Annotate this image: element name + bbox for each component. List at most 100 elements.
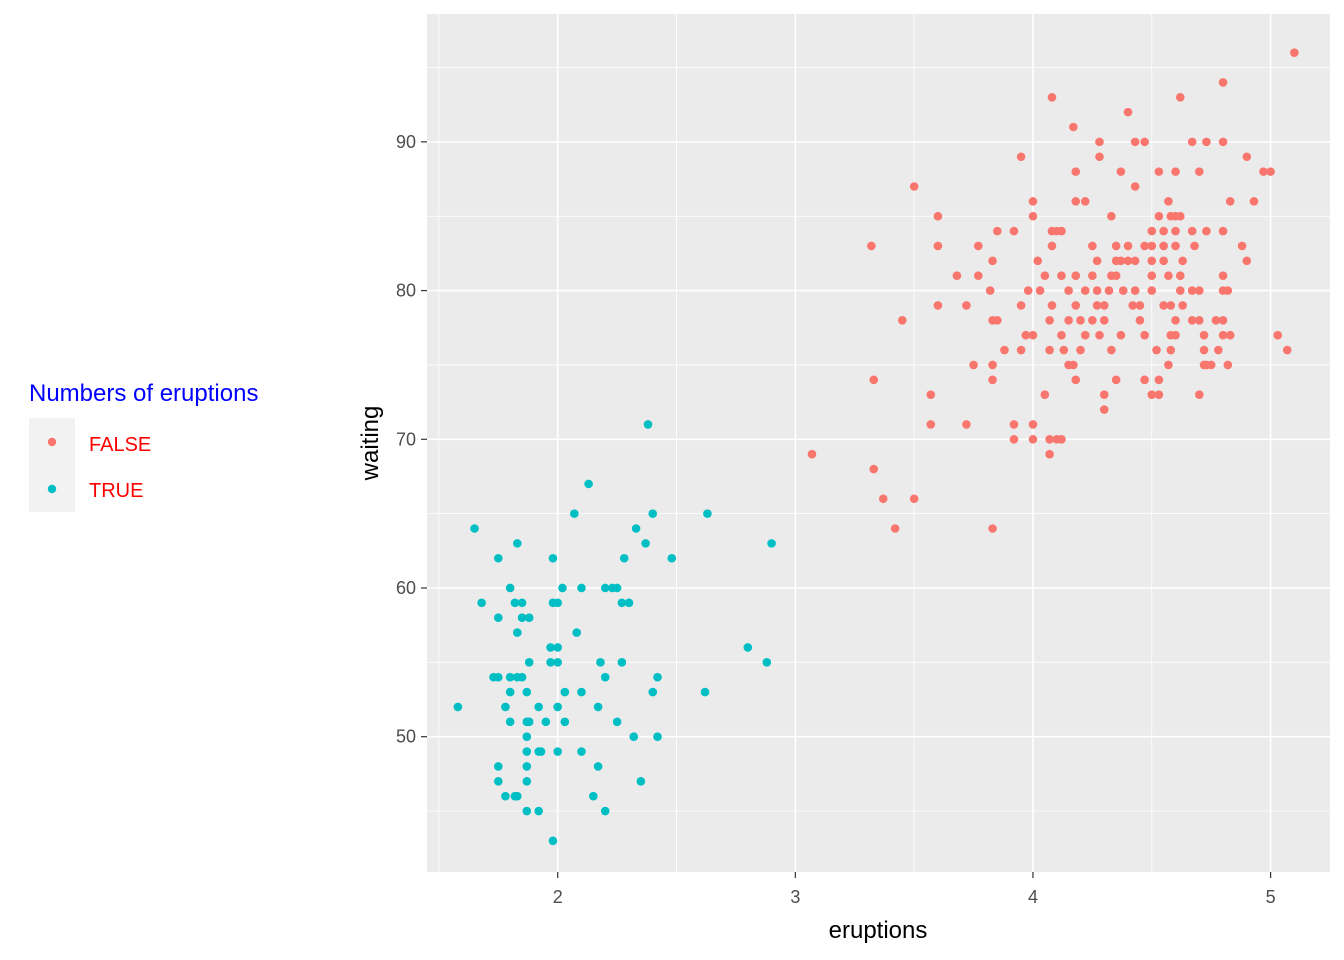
data-point-false [1266,167,1275,176]
data-point-false [1099,301,1109,310]
data-point-false [1035,286,1045,295]
data-point-false [1123,256,1133,266]
data-point-true [641,539,650,548]
data-point-false [1202,226,1211,236]
data-point-false [1088,241,1097,251]
x-axis-title: eruptions [829,917,928,944]
data-point-false [1175,211,1185,221]
data-point-false [974,271,983,281]
data-point-false [1071,197,1081,206]
data-point-true [624,598,634,608]
data-point-true [584,479,593,489]
data-point-true [477,598,486,608]
data-point-true [553,702,562,712]
data-point-true [577,583,586,593]
data-point-false [890,524,900,533]
data-point-true [612,583,622,593]
data-point-false [1195,390,1204,399]
data-point-false [988,256,997,266]
data-point-false [1218,271,1228,281]
data-point-false [1164,360,1173,370]
data-point-false [1095,330,1104,340]
data-point-false [1242,152,1252,162]
data-point-false [1092,286,1102,295]
data-point-false [1080,197,1090,206]
data-point-true [558,583,567,593]
data-point-false [1166,301,1176,310]
data-point-true [653,732,662,741]
data-point-false [1211,316,1221,325]
data-point-true [513,628,522,637]
data-point-false [867,241,876,251]
data-point-false [909,494,919,504]
data-point-true [534,702,543,712]
data-point-false [1123,241,1133,251]
data-point-false [1214,345,1223,355]
data-point-false [1130,286,1140,295]
data-point-true [522,732,532,741]
data-point-true [600,583,610,593]
data-point-false [1140,137,1149,147]
y-tick-label: 80 [396,281,416,301]
data-point-false [1071,301,1081,310]
x-tick-label: 3 [790,887,800,907]
legend-key-false [47,437,57,447]
data-point-true [577,687,586,697]
data-point-false [1057,434,1066,444]
data-point-false [1171,330,1180,340]
data-point-false [974,241,983,251]
data-point-false [993,316,1002,325]
data-point-false [1171,226,1180,236]
data-point-true [513,539,522,548]
data-point-false [1111,241,1121,251]
data-point-true [572,628,582,637]
data-point-true [553,747,562,756]
data-point-true [493,762,503,771]
data-point-false [1047,241,1057,251]
x-tick-label: 5 [1266,887,1276,907]
data-point-false [1171,316,1180,325]
data-point-false [1187,226,1197,236]
data-point-false [1195,316,1204,325]
data-point-false [1147,241,1157,251]
data-point-false [962,420,971,429]
data-point-false [1147,256,1157,266]
data-point-false [1040,390,1050,399]
data-point-false [1069,360,1078,370]
plot-panel [427,14,1330,872]
data-point-false [926,420,936,429]
legend-label-false: FALSE [89,434,151,456]
data-point-false [1107,211,1116,221]
data-point-false [1206,360,1216,370]
data-point-false [1059,345,1069,355]
data-point-true [653,672,662,682]
data-point-false [988,360,997,370]
data-point-true [493,776,503,786]
y-tick-label: 90 [396,132,416,152]
data-point-false [1057,330,1066,340]
data-point-false [909,182,919,191]
data-point-false [1045,316,1054,325]
data-point-true [560,717,570,727]
data-point-false [1045,449,1054,459]
x-tick-label: 2 [553,887,563,907]
data-point-false [988,524,997,533]
data-point-false [1259,167,1268,176]
data-point-true [703,509,712,518]
data-point-true [501,791,510,801]
data-point-false [933,241,943,251]
data-point-false [1099,405,1109,414]
data-point-false [1154,390,1164,399]
data-point-false [1175,271,1185,281]
data-point-false [1057,271,1066,281]
data-point-false [1159,226,1168,236]
legend-key-true [47,484,57,494]
data-point-false [1195,286,1204,295]
data-point-false [1009,434,1019,444]
data-point-false [1223,286,1233,295]
data-point-false [926,390,936,399]
data-point-true [513,791,522,801]
data-point-false [1104,286,1114,295]
data-point-false [1064,286,1073,295]
data-point-true [629,732,639,741]
